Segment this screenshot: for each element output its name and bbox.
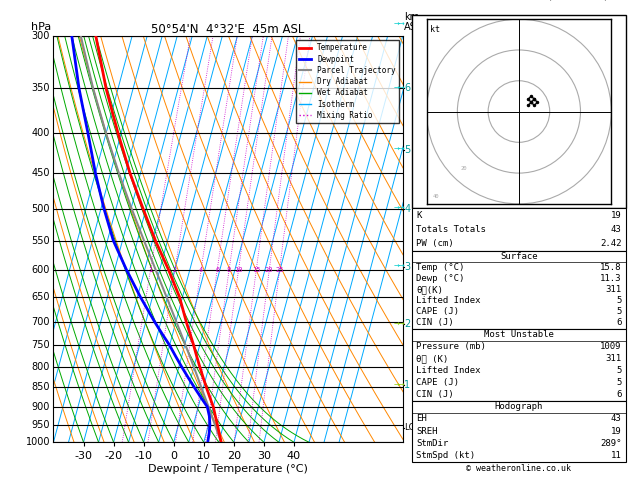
Text: Totals Totals: Totals Totals xyxy=(416,225,486,234)
Text: 5: 5 xyxy=(616,378,621,387)
Text: 6: 6 xyxy=(616,318,621,328)
Text: 5: 5 xyxy=(616,308,621,316)
Text: hPa: hPa xyxy=(31,22,51,33)
Text: →→: →→ xyxy=(394,321,405,328)
Text: 2: 2 xyxy=(404,319,411,330)
Text: 1: 1 xyxy=(404,381,411,390)
Text: →→: →→ xyxy=(394,264,405,270)
Text: CAPE (J): CAPE (J) xyxy=(416,308,459,316)
Text: 3: 3 xyxy=(404,262,411,272)
Text: 15.8: 15.8 xyxy=(600,263,621,272)
Text: Dewp (°C): Dewp (°C) xyxy=(416,274,465,283)
Text: kt: kt xyxy=(430,25,440,34)
Text: Mixing Ratio (g/kg): Mixing Ratio (g/kg) xyxy=(418,193,428,285)
Text: 6: 6 xyxy=(616,390,621,399)
Bar xyxy=(412,208,626,251)
Bar xyxy=(412,329,626,400)
Bar xyxy=(412,251,626,329)
Text: 700: 700 xyxy=(31,317,50,327)
Text: 2.42: 2.42 xyxy=(600,240,621,248)
Text: 1: 1 xyxy=(148,267,153,273)
Text: 600: 600 xyxy=(31,265,50,275)
Text: Lifted Index: Lifted Index xyxy=(416,296,481,305)
Text: 289°: 289° xyxy=(600,439,621,448)
Text: 800: 800 xyxy=(31,362,50,372)
Text: 20: 20 xyxy=(460,166,467,171)
Text: K: K xyxy=(416,211,421,220)
Text: Hodograph: Hodograph xyxy=(495,402,543,411)
Text: Surface: Surface xyxy=(500,252,538,261)
Text: 2: 2 xyxy=(173,267,177,273)
Text: 25: 25 xyxy=(276,267,284,273)
Text: 19: 19 xyxy=(611,211,621,220)
Text: LCL: LCL xyxy=(404,423,420,433)
Text: 20: 20 xyxy=(265,267,274,273)
Text: →→: →→ xyxy=(394,206,405,211)
Text: 400: 400 xyxy=(31,128,50,139)
Text: 6: 6 xyxy=(404,84,411,93)
Text: 19: 19 xyxy=(611,427,621,435)
Text: 650: 650 xyxy=(31,292,50,302)
Text: 850: 850 xyxy=(31,382,50,393)
Bar xyxy=(412,400,626,462)
Text: 300: 300 xyxy=(31,32,50,41)
Text: Pressure (mb): Pressure (mb) xyxy=(416,342,486,351)
Text: 500: 500 xyxy=(31,204,50,214)
Text: CIN (J): CIN (J) xyxy=(416,390,454,399)
Text: 550: 550 xyxy=(31,236,50,246)
Text: PW (cm): PW (cm) xyxy=(416,240,454,248)
Text: SREH: SREH xyxy=(416,427,438,435)
Text: 10: 10 xyxy=(234,267,243,273)
Text: Temp (°C): Temp (°C) xyxy=(416,263,465,272)
Text: 1000: 1000 xyxy=(25,437,50,447)
Text: →→: →→ xyxy=(394,147,405,153)
Text: →→: →→ xyxy=(394,22,405,28)
Text: 450: 450 xyxy=(31,168,50,178)
Text: StmDir: StmDir xyxy=(416,439,448,448)
Text: 350: 350 xyxy=(31,84,50,93)
Text: 1009: 1009 xyxy=(600,342,621,351)
Text: 900: 900 xyxy=(31,402,50,412)
Text: 6: 6 xyxy=(215,267,220,273)
Text: CIN (J): CIN (J) xyxy=(416,318,454,328)
Text: © weatheronline.co.uk: © weatheronline.co.uk xyxy=(467,465,571,473)
Text: 311: 311 xyxy=(606,354,621,363)
Text: →→: →→ xyxy=(394,86,405,91)
Text: 4: 4 xyxy=(404,204,411,214)
Text: 950: 950 xyxy=(31,420,50,430)
Legend: Temperature, Dewpoint, Parcel Trajectory, Dry Adiabat, Wet Adiabat, Isotherm, Mi: Temperature, Dewpoint, Parcel Trajectory… xyxy=(296,40,399,123)
Text: 5: 5 xyxy=(616,366,621,375)
Text: 43: 43 xyxy=(611,225,621,234)
Text: km
ASL: km ASL xyxy=(404,12,423,33)
Text: 43: 43 xyxy=(611,415,621,423)
Text: Most Unstable: Most Unstable xyxy=(484,330,554,339)
Text: 5: 5 xyxy=(616,296,621,305)
Text: 40: 40 xyxy=(433,194,439,199)
Bar xyxy=(412,15,626,208)
Text: 5: 5 xyxy=(404,145,411,155)
Text: StmSpd (kt): StmSpd (kt) xyxy=(416,451,476,460)
Text: Lifted Index: Lifted Index xyxy=(416,366,481,375)
Text: EH: EH xyxy=(416,415,427,423)
Text: 4: 4 xyxy=(199,267,203,273)
Text: 04.06.2024  15GMT  (Base: 12): 04.06.2024 15GMT (Base: 12) xyxy=(428,0,610,1)
Text: 15: 15 xyxy=(252,267,260,273)
Text: 8: 8 xyxy=(227,267,231,273)
Title: 50°54'N  4°32'E  45m ASL: 50°54'N 4°32'E 45m ASL xyxy=(152,23,304,36)
Text: θᴄ (K): θᴄ (K) xyxy=(416,354,448,363)
Text: 11.3: 11.3 xyxy=(600,274,621,283)
Text: →→: →→ xyxy=(394,382,405,388)
X-axis label: Dewpoint / Temperature (°C): Dewpoint / Temperature (°C) xyxy=(148,464,308,474)
Text: CAPE (J): CAPE (J) xyxy=(416,378,459,387)
Text: θᴄ(K): θᴄ(K) xyxy=(416,285,443,294)
Text: 311: 311 xyxy=(606,285,621,294)
Text: 750: 750 xyxy=(31,340,50,350)
Text: 11: 11 xyxy=(611,451,621,460)
